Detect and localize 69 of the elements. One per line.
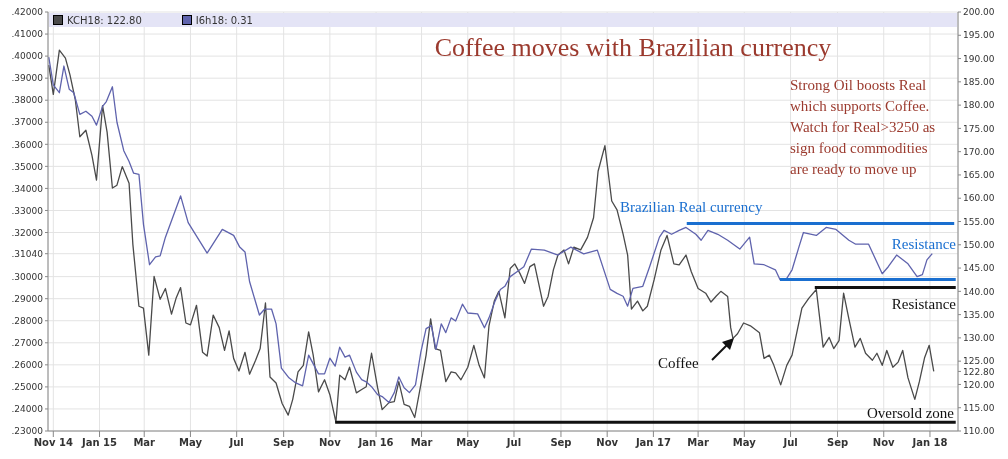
y2-tick-label: 115.00 [963, 402, 995, 413]
y-tick-label: .24000 [11, 404, 44, 415]
x-tick-label: May [456, 437, 480, 449]
x-tick-label: Nov [872, 437, 896, 449]
annotation: Resistance [891, 236, 957, 252]
y-tick-label: .26000 [11, 360, 44, 371]
y-tick-label: .25000 [11, 382, 44, 393]
y-tick-label: .32000 [11, 227, 44, 238]
y-tick-label: .42000 [11, 7, 44, 18]
x-tick-label: Nov [596, 437, 619, 449]
y2-tick-label: 185.00 [963, 77, 995, 88]
y2-tick-label: 175.00 [963, 123, 995, 134]
y2-tick-label: 170.00 [963, 146, 995, 157]
x-tick-label: Jul [782, 437, 798, 449]
y-tick-label: .41000 [11, 29, 44, 40]
y2-tick-label: 195.00 [963, 30, 995, 41]
y-tick-label: .35000 [11, 161, 44, 172]
y-tick-label: .31040 [11, 248, 44, 259]
x-tick-label: Sep [273, 437, 295, 449]
x-tick-label: Jul [505, 437, 522, 449]
text: Coffee moves with Brazilian currency [434, 33, 832, 62]
y2-tick-label: 160.00 [963, 193, 995, 204]
y2-tick-label: 150.00 [963, 239, 995, 250]
y2-tick-label: 145.00 [963, 263, 995, 274]
x-tick-label: Nov 14 [33, 437, 73, 449]
y-tick-label: .40000 [11, 51, 44, 62]
y-tick-label: .33000 [11, 205, 44, 216]
y2-tick-label: 120.00 [963, 379, 995, 390]
x-tick-label: May [732, 437, 757, 449]
annotation: Oversold zone [866, 405, 955, 421]
y-tick-label: .29000 [11, 293, 44, 304]
y2-tick-label: 200.00 [963, 7, 995, 18]
y2-tick-label: 190.00 [963, 53, 995, 64]
x-tick-label: Jan 15 [81, 437, 118, 449]
y-tick-label: .28000 [11, 315, 44, 326]
y-tick-label: .27000 [11, 337, 44, 348]
y2-tick-label: 125.00 [963, 356, 995, 367]
x-tick-label: Nov [318, 437, 342, 449]
x-tick-label: Mar [410, 437, 433, 449]
y-tick-label: .38000 [11, 95, 44, 106]
y2-tick-label: 140.00 [963, 286, 995, 297]
x-tick-label: Sep [550, 437, 572, 449]
annotation: Resistance [891, 296, 957, 312]
annotation: Brazilian Real currency [620, 199, 763, 215]
x-tick-label: May [178, 437, 203, 449]
y2-tick-label: 122.80 [963, 366, 995, 377]
x-tick-label: Jan 16 [357, 437, 394, 449]
y-tick-label: .30000 [11, 271, 44, 282]
legend-label: KCH18: 122.80 [67, 14, 142, 26]
y2-tick-label: 130.00 [963, 333, 995, 344]
x-tick-label: Mar [687, 437, 709, 449]
y-tick-label: .36000 [11, 139, 44, 150]
x-tick-label: Mar [133, 437, 156, 449]
y2-tick-label: 135.00 [963, 309, 995, 320]
y2-tick-label: 180.00 [963, 100, 995, 111]
y-tick-label: .23000 [11, 426, 44, 437]
y-tick-label: .34000 [11, 183, 44, 194]
y2-tick-label: 155.00 [963, 216, 995, 227]
x-tick-label: Sep [826, 437, 849, 449]
x-tick-label: Jan 17 [634, 437, 671, 449]
legend-label: I6h18: 0.31 [195, 14, 253, 26]
y2-tick-label: 165.00 [963, 170, 995, 181]
y2-tick-label: 110.00 [963, 426, 995, 437]
x-tick-label: Jan 18 [911, 437, 948, 449]
y-tick-label: .39000 [11, 73, 44, 84]
annotation: Strong Oil boosts Real which supports Coffee. Watch for Real>3250 as sign food commodities are ready to move up [790, 77, 936, 177]
y-tick-label: .37000 [11, 117, 44, 128]
annotation: Coffee [658, 355, 699, 371]
x-tick-label: Jul [228, 437, 244, 449]
